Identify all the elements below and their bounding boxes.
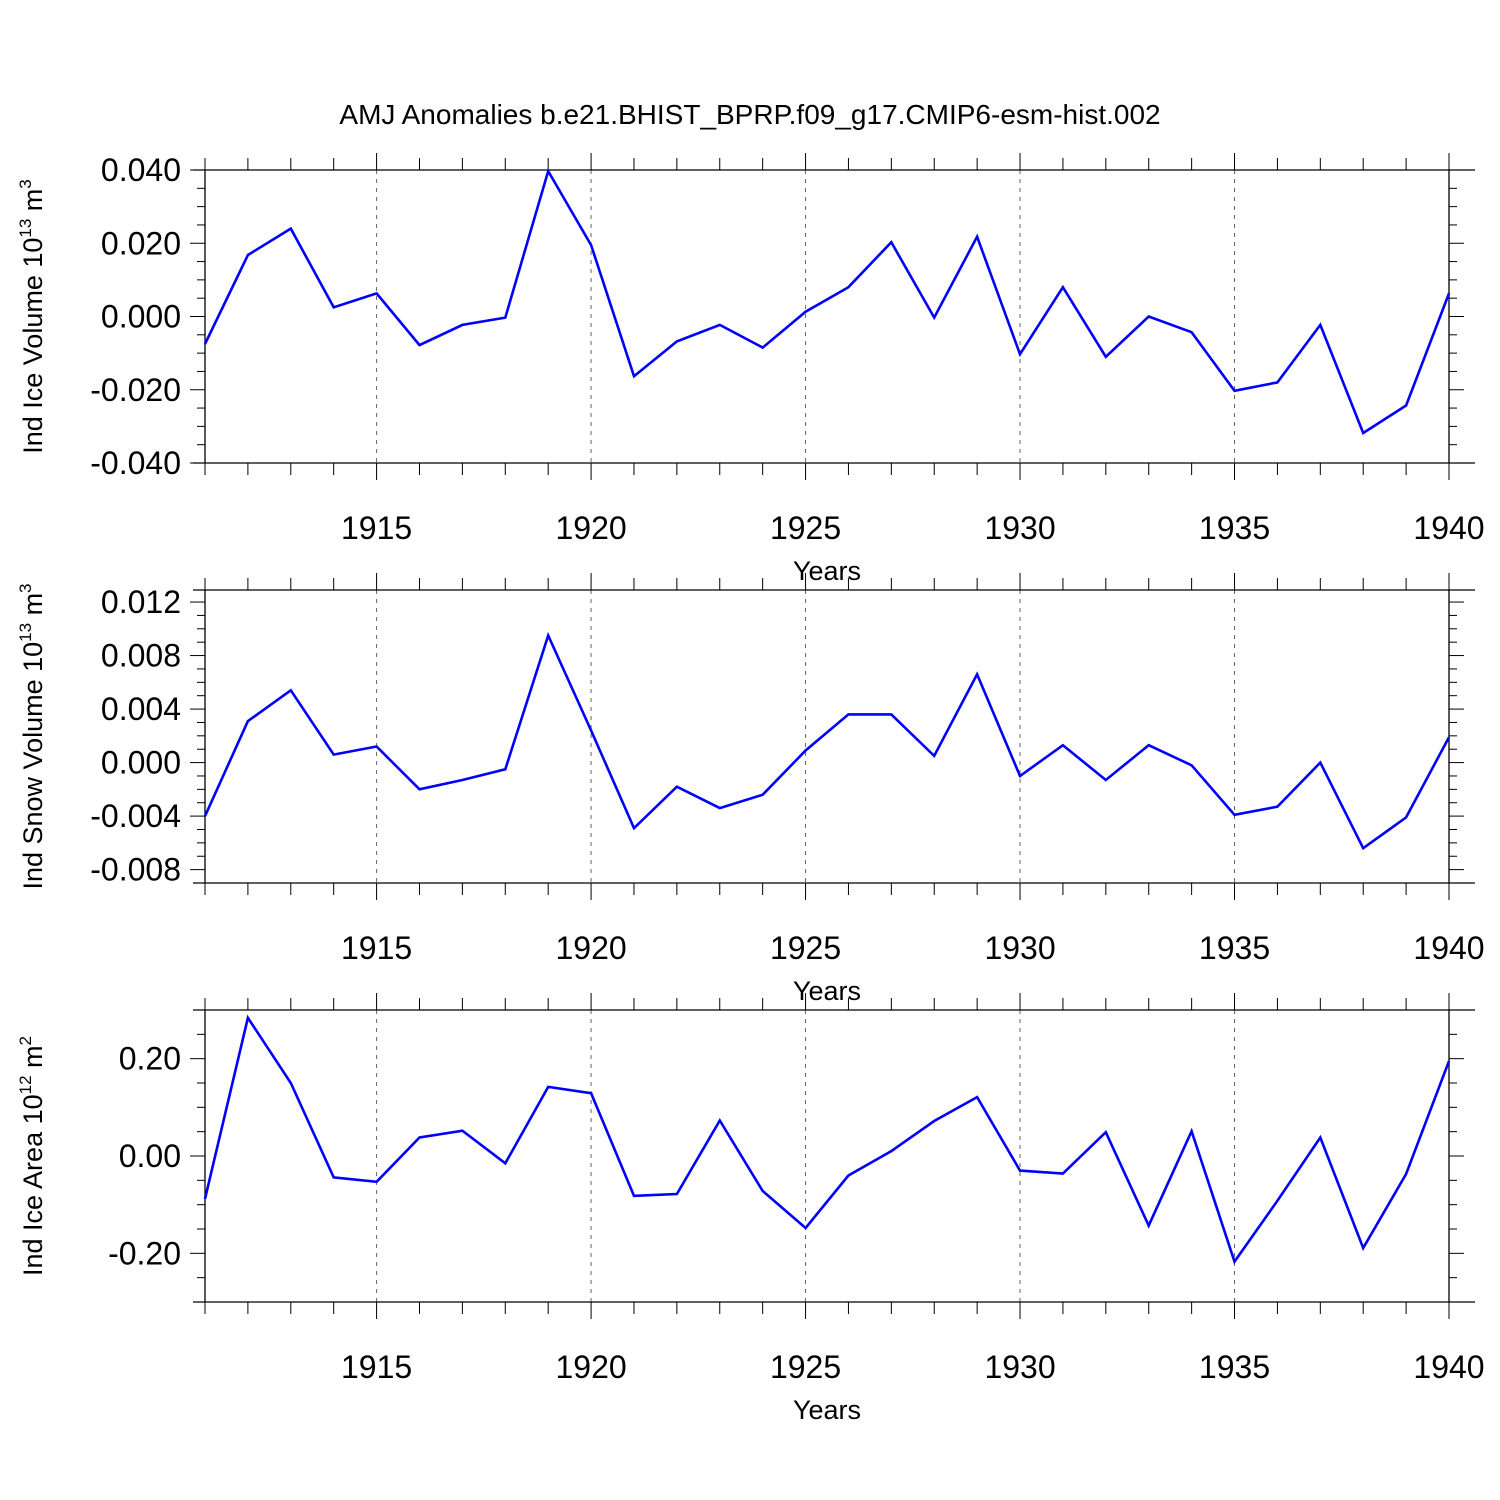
y-tick-label: 0.20 <box>119 1041 181 1077</box>
panel-3: -0.20 0.00 0.20 1915 1920 1925 1930 1935 1940 Yea… <box>16 993 1485 1425</box>
y-tick-label: 0.040 <box>101 152 181 188</box>
x-tick-label: 1940 <box>1413 510 1484 546</box>
y-tick-label: -0.008 <box>90 852 181 888</box>
figure-title: AMJ Anomalies b.e21.BHIST_BPRP.f09_g17.C… <box>339 99 1160 130</box>
x-tick-label: 1925 <box>770 510 841 546</box>
x-tick-label: 1930 <box>984 1349 1055 1385</box>
x-tick-label: 1935 <box>1199 1349 1270 1385</box>
x-tick-label: 1920 <box>555 1349 626 1385</box>
series-line <box>203 1014 1451 1265</box>
x-tick-label: 1915 <box>341 510 412 546</box>
y-tick-label: -0.004 <box>90 798 181 834</box>
series-line <box>203 631 1451 851</box>
y-axis-label: Ind Ice Volume 1013 m3 <box>16 179 48 454</box>
y-tick-label: 0.00 <box>119 1138 181 1174</box>
y-tick-label: -0.20 <box>108 1235 181 1271</box>
y-axis-label: Ind Ice Area 1012 m2 <box>16 1036 48 1276</box>
x-tick-label: 1915 <box>341 930 412 966</box>
y-tick-label: 0.008 <box>101 638 181 674</box>
series-line <box>203 167 1451 435</box>
x-tick-label: 1930 <box>984 510 1055 546</box>
y-tick-label: 0.004 <box>101 691 181 727</box>
x-axis-label: Years <box>793 1395 861 1425</box>
x-tick-label: 1935 <box>1199 510 1270 546</box>
x-axis-label: Years <box>793 976 861 1006</box>
y-tick-label: 0.000 <box>101 299 181 335</box>
x-tick-label: 1920 <box>555 930 626 966</box>
panel-1: -0.040 -0.020 0.000 0.020 0.040 1915 1920 1925 1… <box>16 152 1485 586</box>
y-tick-label: 0.012 <box>101 584 181 620</box>
y-tick-label: 0.020 <box>101 225 181 261</box>
panels: -0.040 -0.020 0.000 0.020 0.040 1915 1920 1925 1… <box>16 152 1485 1425</box>
x-tick-label: 1940 <box>1413 930 1484 966</box>
x-tick-label: 1930 <box>984 930 1055 966</box>
y-tick-label: 0.000 <box>101 745 181 781</box>
x-tick-label: 1935 <box>1199 930 1270 966</box>
y-tick-label: -0.040 <box>90 445 181 481</box>
x-tick-label: 1925 <box>770 1349 841 1385</box>
panel-2: -0.008 -0.004 0.000 0.004 0.008 0.012 1915 1920… <box>16 573 1485 1006</box>
x-tick-label: 1915 <box>341 1349 412 1385</box>
x-tick-label: 1925 <box>770 930 841 966</box>
x-tick-label: 1940 <box>1413 1349 1484 1385</box>
x-tick-label: 1920 <box>555 510 626 546</box>
y-axis-label: Ind Snow Volume 1013 m3 <box>16 583 48 889</box>
y-tick-label: -0.020 <box>90 372 181 408</box>
x-axis-label: Years <box>793 556 861 586</box>
